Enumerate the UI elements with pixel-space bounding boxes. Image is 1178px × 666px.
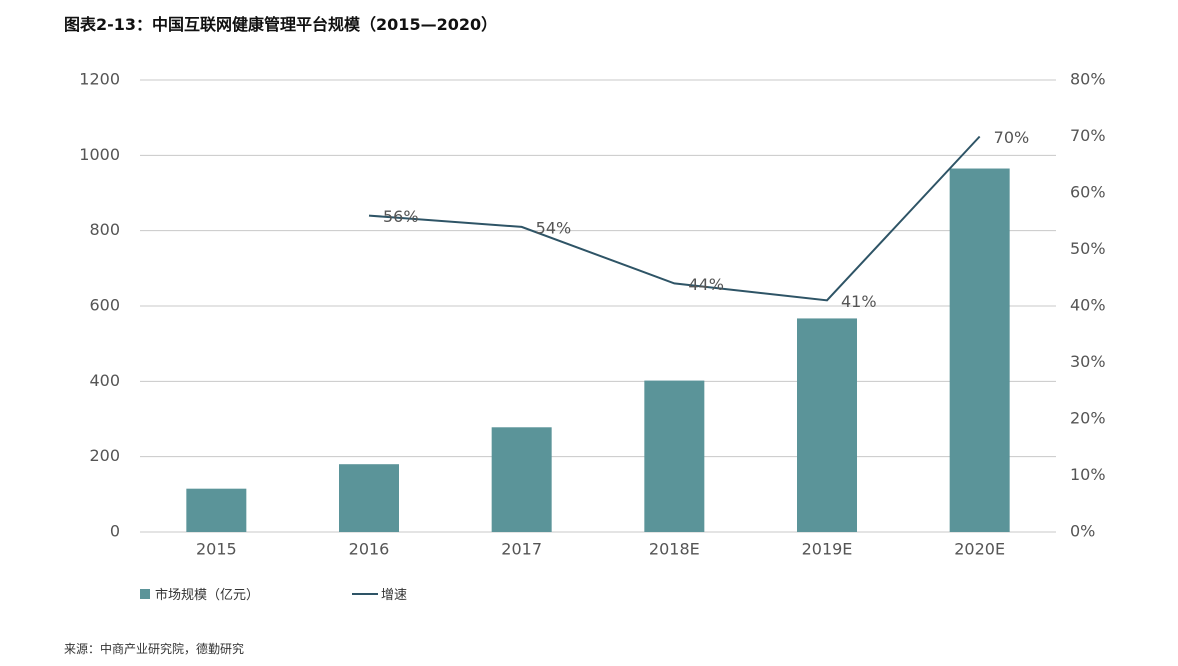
source-note: 来源：中商产业研究院，德勤研究 — [64, 642, 245, 656]
x-tick-label: 2016 — [349, 540, 390, 559]
x-tick-label: 2015 — [196, 540, 237, 559]
x-tick-label: 2020E — [954, 540, 1005, 559]
y-right-tick-label: 0% — [1070, 522, 1095, 541]
y-left-tick-label: 1000 — [79, 145, 120, 164]
bar-2016 — [339, 464, 399, 532]
y-left-tick-label: 800 — [89, 220, 120, 239]
y-left-tick-label: 1200 — [79, 70, 120, 89]
chart-legend: 市场规模（亿元） 增速 — [140, 584, 407, 603]
x-tick-label: 2017 — [501, 540, 542, 559]
y-right-tick-label: 30% — [1070, 352, 1106, 371]
chart-area: 0 200 400 600 800 1000 1200 0% 10% 20% 30% 40% 50% 60… — [79, 70, 1106, 559]
bar-2020e — [949, 168, 1010, 532]
y-left-tick-label: 400 — [89, 371, 120, 390]
bar-2015 — [186, 488, 247, 532]
growth-data-label: 56% — [383, 207, 419, 226]
y-right-tick-label: 20% — [1070, 409, 1106, 428]
growth-data-label: 44% — [688, 275, 724, 294]
y-left-tick-label: 0 — [110, 522, 120, 541]
bar-2019e — [797, 318, 857, 532]
y-right-tick-label: 80% — [1070, 70, 1106, 89]
bar-2018e — [644, 380, 705, 532]
legend-item-growth: 增速 — [352, 584, 407, 603]
legend-line-label: 增速 — [381, 588, 408, 603]
legend-line-swatch — [352, 592, 379, 595]
growth-data-label: 70% — [994, 128, 1030, 147]
y-right-tick-label: 10% — [1070, 465, 1106, 484]
bar-2017 — [491, 427, 552, 532]
x-tick-label: 2018E — [649, 540, 700, 559]
y-right-tick-label: 70% — [1070, 126, 1106, 145]
x-tick-label: 2019E — [802, 540, 853, 559]
growth-line — [368, 135, 981, 302]
growth-data-label: 54% — [536, 218, 572, 237]
legend-bar-label: 市场规模（亿元） — [155, 588, 260, 603]
y-left-tick-label: 200 — [89, 446, 120, 465]
chart-title: 图表2-13：中国互联网健康管理平台规模（2015—2020） — [64, 15, 498, 34]
y-right-tick-label: 60% — [1070, 183, 1106, 202]
growth-data-label: 41% — [841, 292, 877, 311]
legend-bar-swatch — [140, 588, 150, 599]
y-left-tick-label: 600 — [89, 296, 120, 315]
legend-item-market-size: 市场规模（亿元） — [140, 584, 259, 603]
y-right-tick-label: 50% — [1070, 239, 1106, 258]
y-right-tick-label: 40% — [1070, 296, 1106, 315]
